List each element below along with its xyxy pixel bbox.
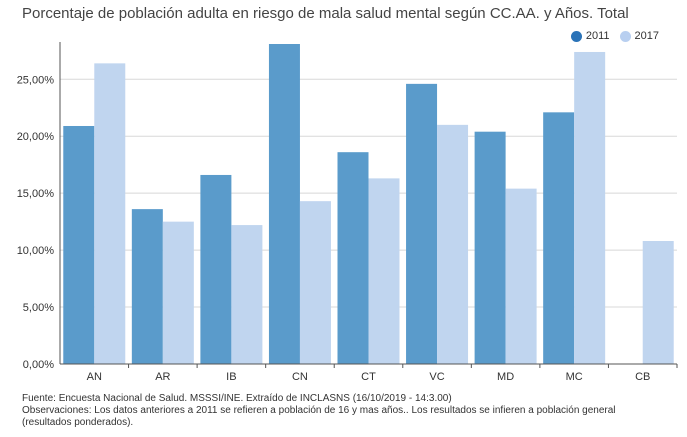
bar-VC-2011[interactable] <box>406 83 438 364</box>
legend-label-2017: 2017 <box>634 30 659 42</box>
x-tick-label: VC <box>429 371 444 383</box>
bar-MC-2011[interactable] <box>543 112 575 365</box>
chart-title: Porcentaje de población adulta en riesgo… <box>22 5 629 22</box>
bar-AR-2017[interactable] <box>162 221 194 364</box>
x-tick-label: MC <box>566 371 583 383</box>
bar-MC-2017[interactable] <box>574 51 606 365</box>
y-tick-label: 0,00% <box>23 359 54 371</box>
legend-item-2011[interactable]: 2011 <box>570 30 610 42</box>
bar-chart: 0,00% 5,00% 10,00% 15,00% 20,00% 25,00% AN AR IB… <box>17 42 678 383</box>
bar-MD-2017[interactable] <box>505 188 537 364</box>
y-tick-label: 20,00% <box>17 131 55 143</box>
bar-CT-2017[interactable] <box>368 178 400 364</box>
bars <box>63 44 674 365</box>
bar-AR-2011[interactable] <box>131 209 163 364</box>
bar-CN-2017[interactable] <box>299 201 331 364</box>
y-tick-label: 5,00% <box>23 302 54 314</box>
bar-IB-2011[interactable] <box>200 174 232 364</box>
source-note: Fuente: Encuesta Nacional de Salud. MSSS… <box>22 393 452 404</box>
y-tick-label: 15,00% <box>17 188 55 200</box>
bar-CB-2017[interactable] <box>642 241 674 364</box>
bar-IB-2017[interactable] <box>231 225 263 364</box>
x-tick-label: CT <box>361 371 376 383</box>
bar-MD-2011[interactable] <box>474 131 506 364</box>
x-tick-label: IB <box>226 371 236 383</box>
chart-footer: Fuente: Encuesta Nacional de Salud. MSSS… <box>22 393 662 429</box>
legend-item-2017[interactable]: 2017 <box>619 30 659 42</box>
bar-AN-2017[interactable] <box>94 63 126 364</box>
x-tick-label: MD <box>497 371 514 383</box>
x-tick-label: CN <box>292 371 308 383</box>
y-tick-label: 10,00% <box>17 245 55 257</box>
x-tick-label: CB <box>635 371 650 383</box>
axes: 0,00% 5,00% 10,00% 15,00% 20,00% 25,00% AN AR IB… <box>17 42 678 383</box>
bar-CN-2011[interactable] <box>268 44 300 364</box>
chart-legend: 2011 2017 <box>570 30 659 42</box>
legend-swatch-2017-icon <box>619 30 631 42</box>
bar-CT-2011[interactable] <box>337 152 369 364</box>
x-tick-label: AN <box>87 371 102 383</box>
y-tick-label: 25,00% <box>17 74 55 86</box>
bar-VC-2017[interactable] <box>437 124 469 364</box>
x-tick-label: AR <box>155 371 170 383</box>
bar-AN-2011[interactable] <box>63 125 95 364</box>
observations-note: Observaciones: Los datos anteriores a 20… <box>22 405 616 428</box>
legend-label-2011: 2011 <box>585 30 610 42</box>
legend-swatch-2011-icon <box>570 30 582 42</box>
